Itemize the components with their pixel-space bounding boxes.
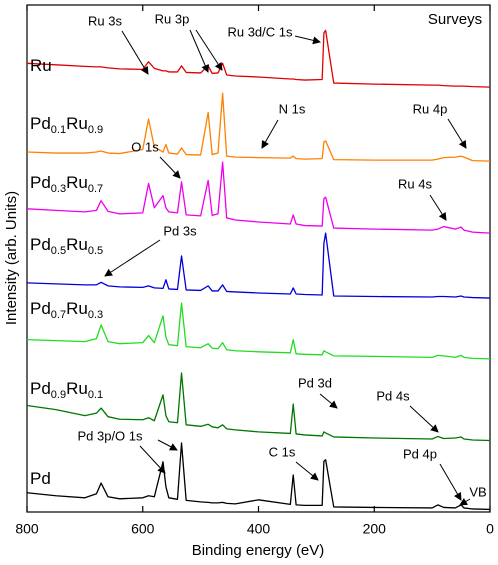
panel-title: Surveys — [428, 11, 482, 28]
annotation-arrow — [159, 156, 181, 179]
peak-annotation: Ru 3d/C 1s — [227, 24, 293, 39]
annotation-arrow — [429, 194, 447, 221]
spectrum-line — [26, 92, 491, 162]
peak-annotation: Ru 3s — [88, 13, 122, 28]
annotation-arrow — [104, 239, 161, 277]
annotation-arrow — [189, 29, 209, 73]
peak-annotation: Pd 3p/O 1s — [77, 428, 143, 443]
peak-annotation: Pd 4p — [403, 446, 437, 461]
peak-annotation: Pd 3s — [163, 223, 197, 238]
annotation-arrow — [294, 35, 321, 45]
peak-annotation: N 1s — [279, 101, 306, 116]
annotation-arrow — [121, 30, 149, 75]
spectrum-line — [26, 442, 491, 511]
series-label: Pd0.5Ru0.5 — [30, 235, 103, 256]
series-label: Pd0.1Ru0.9 — [30, 114, 103, 135]
peak-annotation: Pd 3d — [298, 375, 332, 390]
spectrum-line — [26, 372, 491, 442]
peak-annotation: C 1s — [269, 444, 296, 459]
peak-annotation: Pd 4s — [376, 388, 410, 403]
x-axis-label: Binding energy (eV) — [192, 542, 325, 559]
annotation-arrow — [319, 393, 338, 409]
annotation-arrow — [139, 445, 166, 474]
annotation-arrow — [295, 461, 319, 481]
annotation-arrow — [439, 463, 462, 501]
series-label: Pd0.7Ru0.3 — [30, 299, 103, 320]
x-tick-label: 400 — [247, 521, 271, 537]
y-axis-label: Intensity (arb. Units) — [3, 191, 20, 325]
annotation-arrow — [261, 119, 279, 149]
annotation-arrow — [459, 497, 471, 506]
series-label: Pd0.3Ru0.7 — [30, 173, 103, 194]
x-tick-label: 0 — [486, 521, 494, 537]
annotation-arrow — [409, 405, 439, 433]
series-label: Ru — [30, 56, 52, 75]
peak-annotation: O 1s — [131, 139, 159, 154]
peak-annotation: VB — [469, 484, 486, 499]
x-tick-label: 200 — [363, 521, 387, 537]
spectrum-line — [26, 232, 491, 299]
peak-annotation: Ru 3p — [155, 11, 190, 26]
annotation-arrow — [195, 29, 223, 71]
spectrum-line — [26, 29, 491, 88]
peak-annotation: Ru 4p — [413, 101, 448, 116]
x-tick-label: 800 — [15, 521, 39, 537]
spectrum-line — [26, 302, 491, 360]
x-tick-label: 600 — [131, 521, 155, 537]
annotation-arrow — [157, 439, 178, 451]
annotation-arrow — [447, 118, 467, 149]
peak-annotation: Ru 4s — [398, 176, 432, 191]
series-label: Pd0.9Ru0.1 — [30, 379, 103, 400]
spectrum-line — [26, 161, 491, 234]
series-label: Pd — [30, 469, 51, 488]
